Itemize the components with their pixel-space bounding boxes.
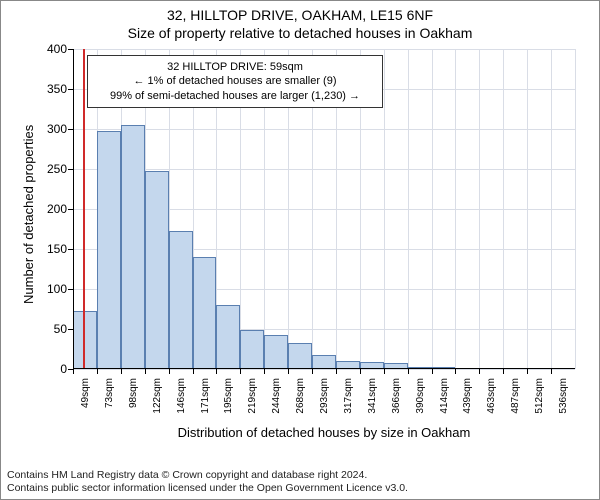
x-tick-label: 414sqm — [439, 378, 450, 422]
x-tick — [121, 369, 122, 374]
y-tick-label: 100 — [33, 282, 67, 296]
gridline-v — [503, 49, 504, 369]
y-tick-label: 400 — [33, 42, 67, 56]
annotation-line1: 32 HILLTOP DRIVE: 59sqm — [96, 60, 374, 74]
annotation-box: 32 HILLTOP DRIVE: 59sqm ← 1% of detached… — [87, 55, 383, 108]
x-tick-label: 439sqm — [462, 378, 473, 422]
x-tick-label: 195sqm — [223, 378, 234, 422]
gridline-h — [73, 49, 575, 50]
y-tick-label: 200 — [33, 202, 67, 216]
histogram-bar — [193, 257, 217, 369]
gridline-v — [455, 49, 456, 369]
x-tick — [360, 369, 361, 374]
gridline-h — [73, 369, 575, 370]
y-axis-label: Number of detached properties — [21, 125, 36, 304]
x-tick — [479, 369, 480, 374]
gridline-h — [73, 129, 575, 130]
x-axis-line — [73, 368, 575, 369]
y-tick-label: 50 — [33, 322, 67, 336]
x-tick — [97, 369, 98, 374]
y-tick-label: 0 — [33, 362, 67, 376]
y-tick-label: 350 — [33, 82, 67, 96]
y-tick-label: 300 — [33, 122, 67, 136]
x-tick — [455, 369, 456, 374]
x-tick — [503, 369, 504, 374]
gridline-v — [575, 49, 576, 369]
footer-line1: Contains HM Land Registry data © Crown c… — [7, 469, 408, 482]
x-tick-label: 512sqm — [534, 378, 545, 422]
gridline-v — [384, 49, 385, 369]
x-tick-label: 219sqm — [247, 378, 258, 422]
annotation-line2: ← 1% of detached houses are smaller (9) — [96, 74, 374, 88]
address-title: 32, HILLTOP DRIVE, OAKHAM, LE15 6NF — [1, 7, 599, 23]
x-axis-label: Distribution of detached houses by size … — [73, 425, 575, 440]
x-tick — [527, 369, 528, 374]
x-tick — [216, 369, 217, 374]
y-axis-line — [73, 49, 74, 369]
x-tick-label: 341sqm — [367, 378, 378, 422]
x-tick-label: 390sqm — [415, 378, 426, 422]
x-tick — [336, 369, 337, 374]
x-tick — [264, 369, 265, 374]
x-tick — [193, 369, 194, 374]
x-tick-label: 536sqm — [558, 378, 569, 422]
x-tick-label: 244sqm — [271, 378, 282, 422]
x-tick — [240, 369, 241, 374]
x-tick-label: 171sqm — [200, 378, 211, 422]
x-tick — [312, 369, 313, 374]
property-marker-line — [83, 49, 85, 369]
footer-attribution: Contains HM Land Registry data © Crown c… — [7, 469, 408, 495]
x-tick — [384, 369, 385, 374]
x-tick-label: 366sqm — [391, 378, 402, 422]
x-tick-label: 49sqm — [80, 378, 91, 422]
histogram-bar — [97, 131, 121, 369]
histogram-bar — [169, 231, 193, 369]
figure-container: 32, HILLTOP DRIVE, OAKHAM, LE15 6NF Size… — [0, 0, 600, 500]
x-tick — [145, 369, 146, 374]
x-tick-label: 487sqm — [510, 378, 521, 422]
gridline-v — [527, 49, 528, 369]
gridline-h — [73, 169, 575, 170]
gridline-v — [408, 49, 409, 369]
x-tick — [73, 369, 74, 374]
histogram-bar — [288, 343, 312, 369]
x-tick-label: 463sqm — [486, 378, 497, 422]
footer-line2: Contains public sector information licen… — [7, 482, 408, 495]
x-tick-label: 122sqm — [152, 378, 163, 422]
x-tick-label: 317sqm — [343, 378, 354, 422]
histogram-bar — [121, 125, 145, 369]
x-tick-label: 146sqm — [176, 378, 187, 422]
x-tick-label: 98sqm — [128, 378, 139, 422]
gridline-v — [551, 49, 552, 369]
chart-subtitle: Size of property relative to detached ho… — [1, 25, 599, 41]
x-tick-label: 73sqm — [104, 378, 115, 422]
y-tick-label: 250 — [33, 162, 67, 176]
x-tick-label: 293sqm — [319, 378, 330, 422]
histogram-bar — [216, 305, 240, 369]
gridline-v — [432, 49, 433, 369]
histogram-bar — [145, 171, 169, 369]
gridline-v — [479, 49, 480, 369]
histogram-bar — [240, 330, 264, 369]
x-tick — [169, 369, 170, 374]
histogram-bar — [264, 335, 288, 369]
x-tick — [551, 369, 552, 374]
y-tick-label: 150 — [33, 242, 67, 256]
histogram-bar — [312, 355, 336, 369]
x-tick-label: 268sqm — [295, 378, 306, 422]
annotation-line3: 99% of semi-detached houses are larger (… — [96, 89, 374, 103]
x-tick — [288, 369, 289, 374]
x-tick — [432, 369, 433, 374]
x-tick — [408, 369, 409, 374]
